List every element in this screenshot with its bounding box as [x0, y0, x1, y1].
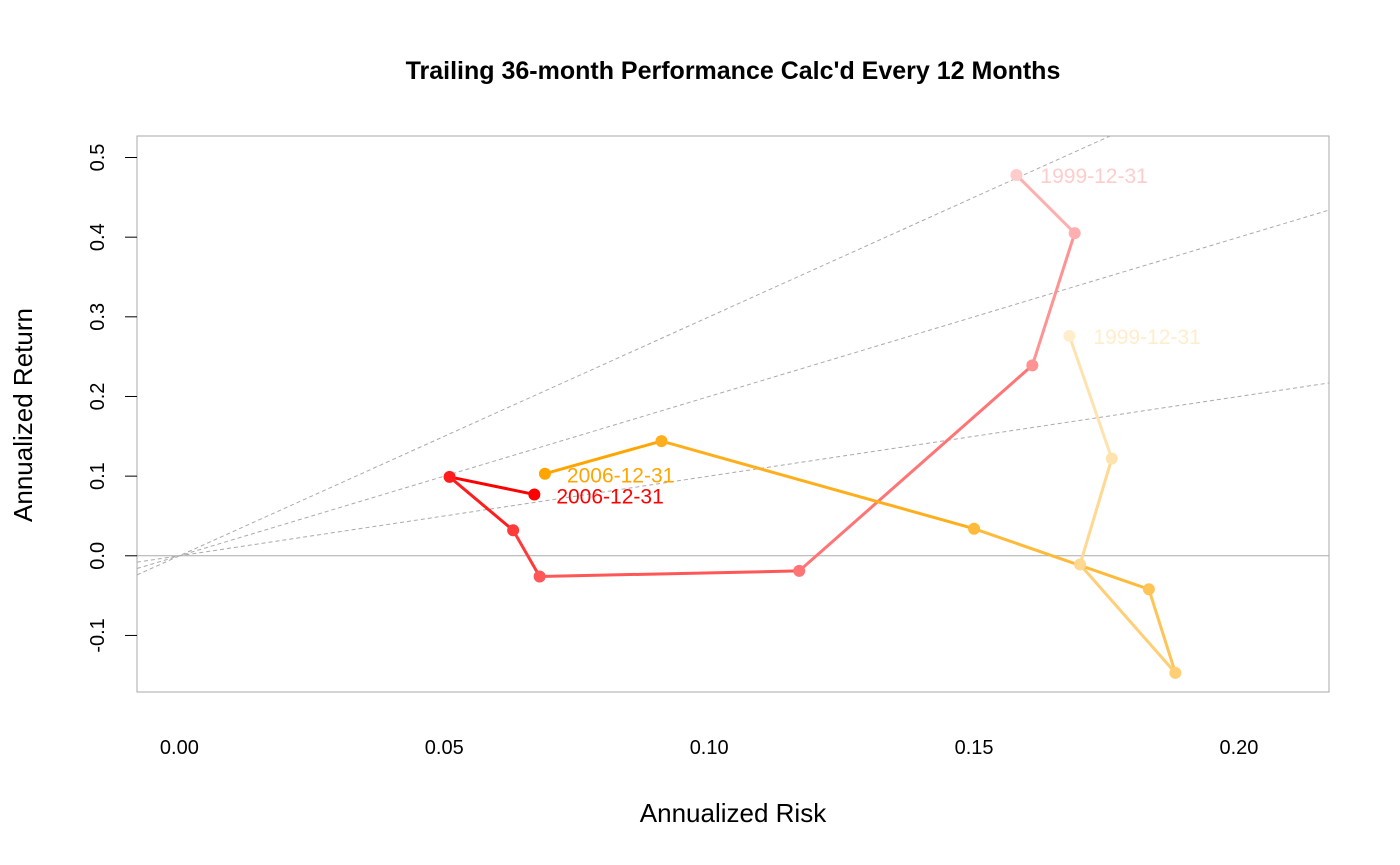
- data-point: [1169, 666, 1182, 679]
- data-point: [533, 570, 546, 583]
- end-date-label: 2006-12-31: [567, 465, 674, 488]
- sharpe-reference-lines: [136, 135, 1330, 576]
- y-tick-label: 0.2: [87, 383, 109, 411]
- series-segment: [1030, 232, 1077, 366]
- data-point: [1105, 452, 1118, 465]
- y-tick-label: -0.1: [87, 618, 109, 652]
- series-segment: [1067, 335, 1114, 460]
- series-segment: [448, 475, 515, 532]
- series-segment: [973, 527, 1150, 591]
- x-tick-label: 0.15: [955, 737, 994, 759]
- y-tick-label: 0.1: [87, 462, 109, 490]
- x-axis: 0.00 0.05 0.10 0.15 0.20: [160, 737, 1258, 759]
- x-tick-label: 0.20: [1219, 737, 1258, 759]
- start-date-label: 1999-12-31: [1093, 326, 1200, 349]
- plot-frame: [136, 135, 1330, 693]
- series-segment: [539, 569, 800, 578]
- y-tick-label: 0.3: [87, 303, 109, 331]
- y-tick-label: 0.0: [87, 542, 109, 570]
- chart-title: Trailing 36-month Performance Calc'd Eve…: [406, 57, 1061, 85]
- sharpe-line: [136, 135, 1111, 576]
- sharpe-line: [136, 209, 1330, 570]
- end-date-label: 2006-12-31: [556, 485, 663, 508]
- series-segment: [661, 439, 975, 531]
- data-point: [538, 467, 551, 480]
- series-segment: [1147, 588, 1177, 674]
- series-layer: 1999-12-31 2006-12-31 1999-12-31 2006-12-31: [443, 165, 1201, 679]
- data-point: [968, 522, 981, 535]
- x-tick-label: 0.00: [160, 737, 199, 759]
- data-point: [793, 564, 806, 577]
- series-segment: [511, 529, 541, 578]
- series-segment: [798, 364, 1034, 573]
- series-segment: [1078, 563, 1177, 674]
- x-tick-label: 0.10: [690, 737, 729, 759]
- start-date-label: 1999-12-31: [1040, 165, 1147, 188]
- data-point: [443, 470, 456, 483]
- series-segment: [1078, 458, 1114, 565]
- data-point: [1026, 359, 1039, 372]
- data-point: [655, 435, 668, 448]
- data-point: [507, 524, 520, 537]
- series-2: 1999-12-31 2006-12-31: [538, 326, 1201, 679]
- sharpe-line: [136, 382, 1330, 563]
- y-tick-label: 0.5: [87, 144, 109, 172]
- data-point: [1010, 169, 1023, 182]
- series-segment: [544, 439, 662, 476]
- y-axis-label: Annualized Return: [8, 308, 38, 522]
- x-axis-label: Annualized Risk: [640, 798, 827, 828]
- data-point: [1068, 227, 1081, 240]
- x-tick-label: 0.05: [425, 737, 464, 759]
- y-tick-label: 0.4: [87, 223, 109, 251]
- series-1: 1999-12-31 2006-12-31: [443, 165, 1148, 583]
- series-segment: [1015, 173, 1076, 235]
- data-point: [1074, 558, 1087, 571]
- data-point: [1142, 583, 1155, 596]
- data-point: [1063, 329, 1076, 342]
- data-point: [528, 488, 541, 501]
- series-segment: [449, 475, 535, 496]
- y-axis: -0.1 0.0 0.1 0.2 0.3 0.4 0.5: [87, 144, 137, 653]
